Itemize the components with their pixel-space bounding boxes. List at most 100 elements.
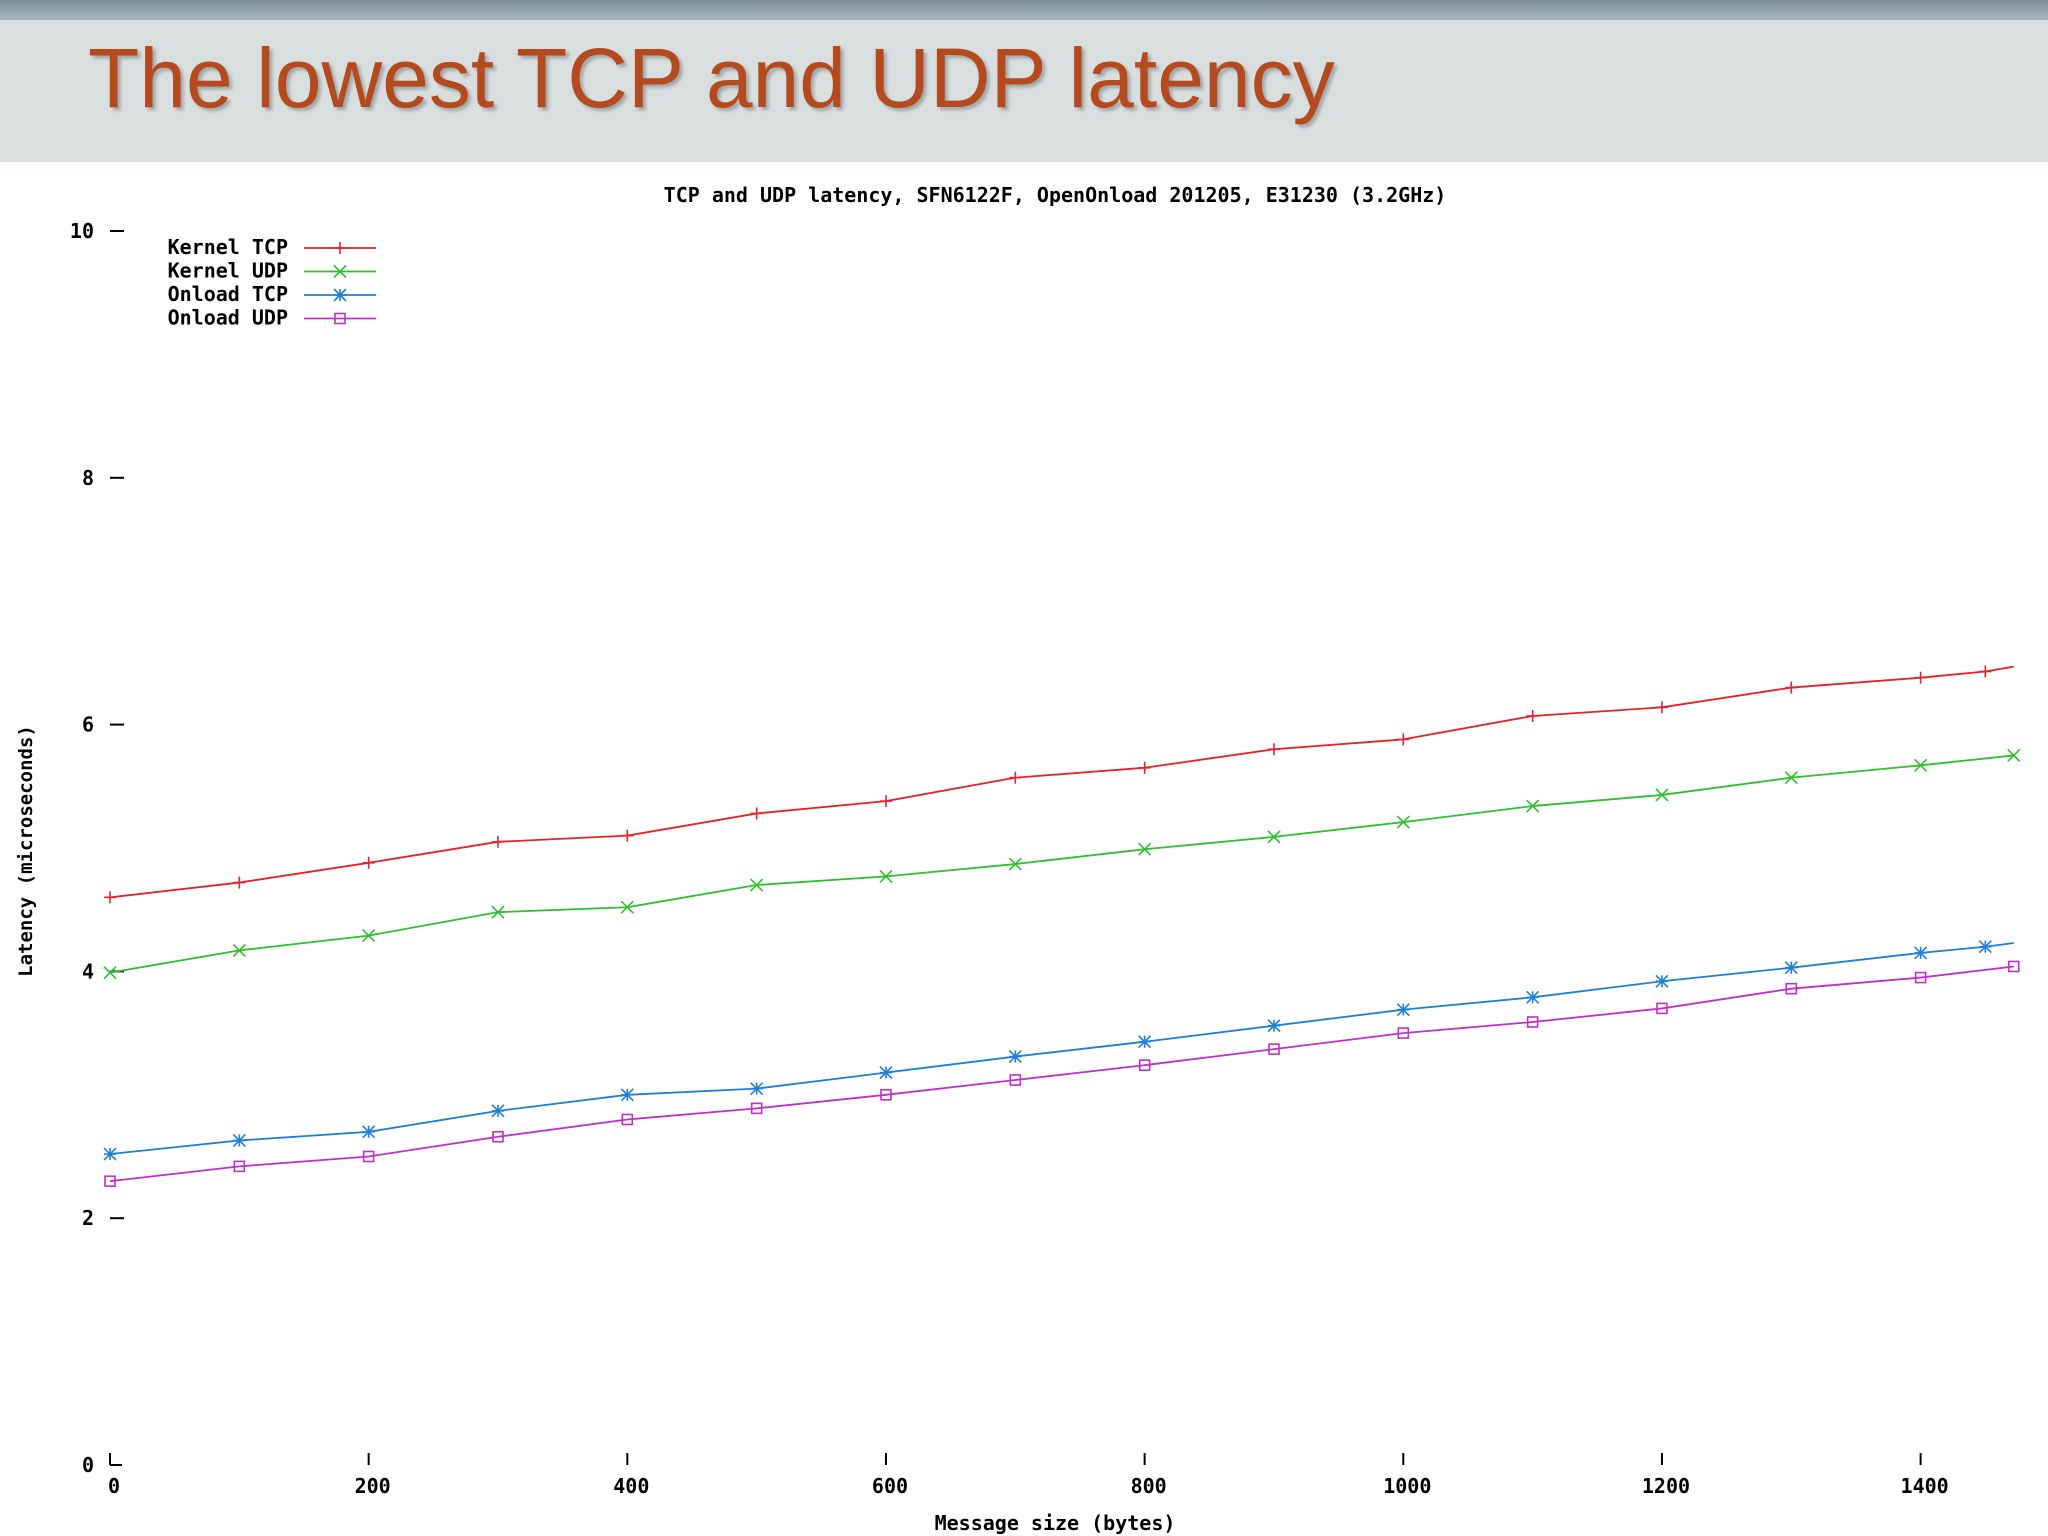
legend-label: Kernel UDP xyxy=(168,259,288,283)
axes: 0 2 4 6 8 10 0 200 400 600 800 1000 1200 1400 xyxy=(70,219,1949,1498)
data-point-x xyxy=(750,878,764,892)
data-point-plus xyxy=(1979,665,1992,678)
data-point-square xyxy=(334,312,346,325)
y-tick-label: 0 xyxy=(82,1453,94,1477)
data-point-star xyxy=(491,1104,505,1118)
data-point-square xyxy=(1656,1002,1668,1015)
data-point-star xyxy=(103,1147,117,1161)
data-point-x xyxy=(879,869,893,883)
data-point-square xyxy=(1785,982,1798,995)
data-point-square xyxy=(492,1130,504,1143)
data-point-plus xyxy=(1785,681,1798,694)
y-tick-label: 2 xyxy=(82,1206,94,1230)
data-point-star xyxy=(1526,990,1540,1004)
data-point-x xyxy=(620,900,634,914)
series-line-2 xyxy=(109,942,2014,1155)
data-point-square xyxy=(1397,1027,1410,1039)
slide-title: The lowest TCP and UDP latency xyxy=(88,31,1335,125)
data-point-star xyxy=(1978,940,1992,954)
legend-label: Onload UDP xyxy=(168,306,288,330)
series-line-0 xyxy=(109,665,2014,899)
data-point-plus xyxy=(1526,709,1539,722)
data-point-plus xyxy=(1397,733,1410,746)
data-point-star xyxy=(1914,946,1928,960)
data-point-plus xyxy=(750,807,763,820)
data-point-star xyxy=(750,1082,764,1096)
data-point-star xyxy=(1396,1003,1410,1017)
data-point-star xyxy=(1655,974,1669,988)
data-point-square xyxy=(1526,1016,1539,1028)
data-point-star xyxy=(1784,961,1798,975)
data-point-square xyxy=(233,1160,246,1173)
data-point-x xyxy=(491,905,505,919)
data-point-star xyxy=(1138,1035,1152,1049)
data-point-x xyxy=(1267,830,1281,844)
legend-label: Kernel TCP xyxy=(168,235,288,259)
data-point-x xyxy=(1914,758,1928,772)
x-tick-label: 1200 xyxy=(1642,1474,1690,1498)
data-point-plus xyxy=(362,856,375,869)
latency-chart: TCP and UDP latency, SFN6122F, OpenOnloa… xyxy=(15,183,2021,1535)
data-point-plus xyxy=(1914,671,1927,684)
plot-area xyxy=(103,665,2021,1187)
data-point-plus xyxy=(334,242,346,254)
x-tick-label: 0 xyxy=(108,1474,120,1498)
data-point-x xyxy=(1784,771,1798,785)
y-axis-label: Latency (microseconds) xyxy=(15,725,37,977)
data-point-square xyxy=(362,1150,375,1163)
x-tick-label: 1400 xyxy=(1901,1474,1949,1498)
data-point-star xyxy=(879,1066,893,1080)
legend-label: Onload TCP xyxy=(168,282,288,306)
x-tick-label: 800 xyxy=(1131,1474,1167,1498)
slide-title-band xyxy=(0,20,2048,162)
data-point-star xyxy=(362,1125,376,1139)
x-tick-label: 1000 xyxy=(1383,1474,1431,1498)
data-point-plus xyxy=(104,891,116,904)
x-tick-label: 200 xyxy=(355,1474,391,1498)
data-point-x xyxy=(1396,815,1410,829)
data-point-square xyxy=(750,1102,763,1115)
series-line-3 xyxy=(109,965,2014,1183)
data-point-star xyxy=(333,288,347,302)
data-point-x xyxy=(362,929,376,943)
data-point-square xyxy=(1138,1059,1151,1071)
x-axis-label: Message size (bytes) xyxy=(935,1511,1176,1535)
series-line-1 xyxy=(109,754,2014,974)
data-point-plus xyxy=(233,876,246,889)
data-point-plus xyxy=(1138,761,1151,774)
data-point-star xyxy=(1267,1019,1281,1033)
data-point-square xyxy=(1268,1043,1280,1055)
data-point-x xyxy=(1526,799,1540,813)
data-point-plus xyxy=(491,835,504,848)
data-point-plus xyxy=(621,829,634,842)
data-point-square xyxy=(2007,960,2020,973)
data-point-plus xyxy=(1655,701,1668,714)
data-point-plus xyxy=(1267,743,1280,756)
y-tick-label: 6 xyxy=(82,713,94,737)
data-point-star xyxy=(620,1088,634,1102)
data-point-x xyxy=(1008,857,1022,871)
data-point-square xyxy=(880,1088,892,1101)
x-tick-label: 600 xyxy=(872,1474,908,1498)
y-tick-label: 4 xyxy=(82,959,94,983)
data-point-x xyxy=(2007,748,2021,763)
data-point-square xyxy=(621,1113,634,1126)
data-point-star xyxy=(1008,1049,1022,1064)
data-point-plus xyxy=(1009,771,1022,784)
data-point-star xyxy=(232,1133,246,1148)
slide-top-strip xyxy=(0,0,2048,20)
data-point-square xyxy=(1914,971,1927,984)
x-tick-label: 400 xyxy=(613,1474,649,1498)
data-point-x xyxy=(103,966,117,980)
chart-title: TCP and UDP latency, SFN6122F, OpenOnloa… xyxy=(664,183,1447,207)
data-point-x xyxy=(232,943,246,957)
data-point-square xyxy=(1009,1074,1022,1086)
data-point-plus xyxy=(879,795,892,808)
data-point-x xyxy=(1138,842,1152,856)
data-point-x xyxy=(1655,788,1669,802)
data-point-x xyxy=(333,264,347,279)
y-tick-label: 8 xyxy=(82,466,94,490)
y-tick-label: 10 xyxy=(70,219,94,243)
data-point-square xyxy=(104,1175,116,1187)
